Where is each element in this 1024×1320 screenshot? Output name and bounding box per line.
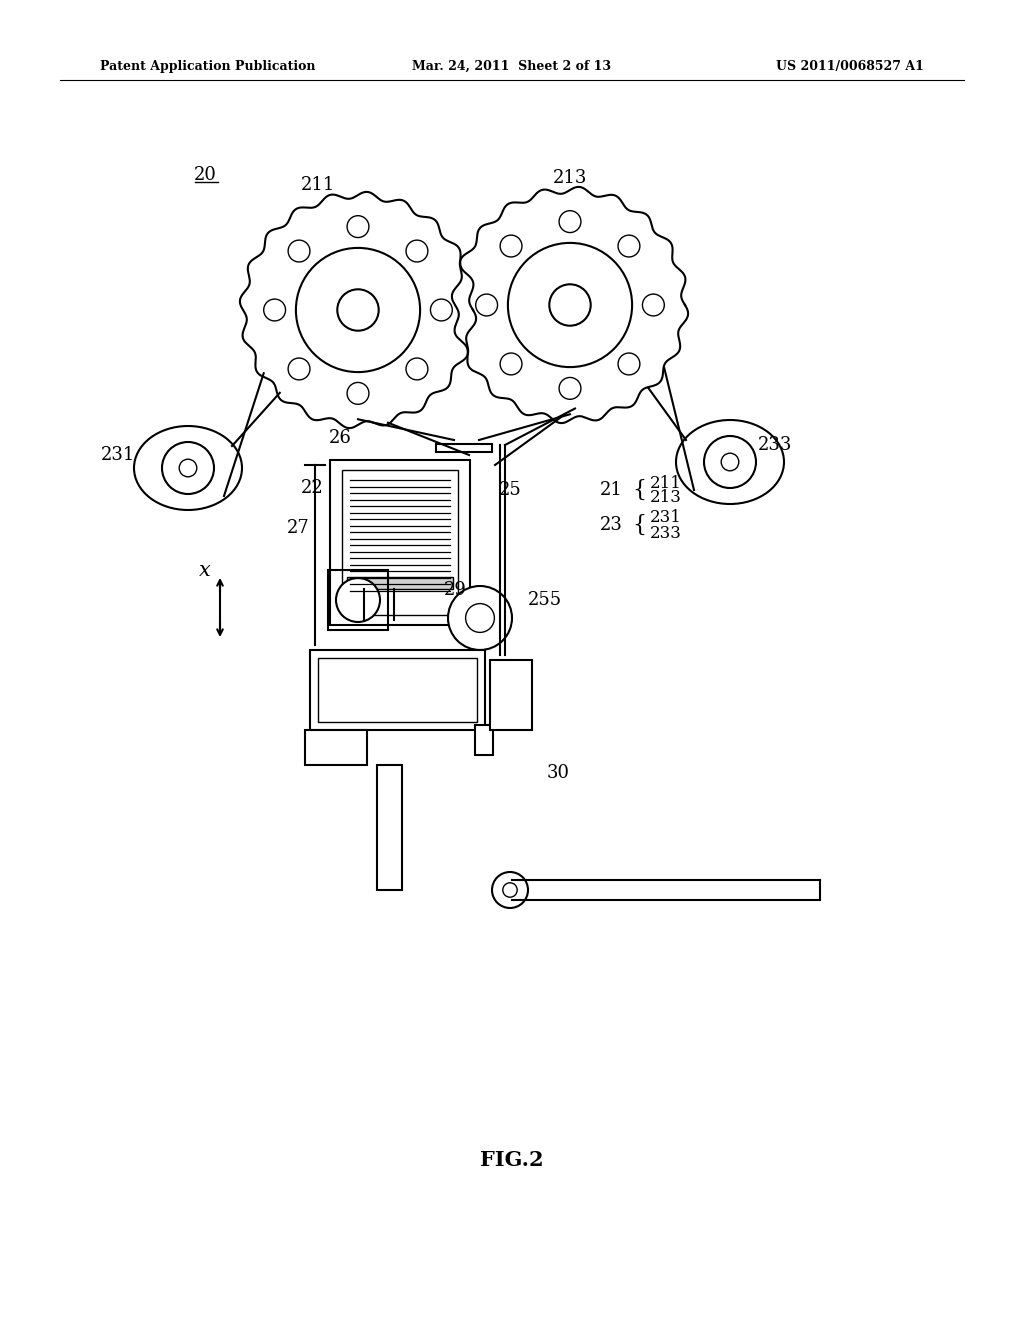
- Circle shape: [336, 578, 380, 622]
- Circle shape: [500, 235, 522, 257]
- Circle shape: [179, 459, 197, 477]
- Text: {: {: [632, 479, 646, 502]
- Text: 20: 20: [194, 166, 216, 183]
- Circle shape: [642, 294, 665, 315]
- Circle shape: [430, 300, 453, 321]
- Circle shape: [337, 289, 379, 331]
- Text: US 2011/0068527 A1: US 2011/0068527 A1: [776, 59, 924, 73]
- Text: 22: 22: [301, 479, 324, 498]
- Text: 23: 23: [600, 516, 623, 535]
- Bar: [475, 725, 493, 755]
- Circle shape: [705, 436, 756, 488]
- Text: 231: 231: [650, 510, 682, 527]
- Ellipse shape: [134, 426, 242, 510]
- Circle shape: [559, 211, 581, 232]
- Text: 231: 231: [100, 446, 135, 465]
- Ellipse shape: [676, 420, 784, 504]
- Circle shape: [492, 873, 528, 908]
- Circle shape: [721, 453, 738, 471]
- Bar: [330, 459, 470, 624]
- Circle shape: [162, 442, 214, 494]
- Text: 21: 21: [600, 480, 623, 499]
- Text: 255: 255: [528, 591, 562, 609]
- Text: FIG.2: FIG.2: [480, 1150, 544, 1170]
- Text: 26: 26: [329, 429, 351, 447]
- Circle shape: [264, 300, 286, 321]
- Bar: [310, 649, 485, 730]
- Text: 233: 233: [758, 436, 793, 454]
- Text: 27: 27: [287, 519, 309, 537]
- Circle shape: [618, 235, 640, 257]
- Circle shape: [559, 378, 581, 400]
- Bar: [342, 470, 458, 615]
- Circle shape: [347, 215, 369, 238]
- Bar: [328, 570, 388, 630]
- Circle shape: [549, 284, 591, 326]
- Circle shape: [618, 352, 640, 375]
- Circle shape: [508, 243, 632, 367]
- Bar: [490, 660, 532, 730]
- Text: 30: 30: [547, 764, 569, 781]
- Text: 29: 29: [443, 581, 467, 599]
- Text: x: x: [199, 561, 211, 579]
- Text: 211: 211: [301, 176, 335, 194]
- Circle shape: [296, 248, 420, 372]
- Circle shape: [407, 358, 428, 380]
- Text: 213: 213: [650, 490, 682, 507]
- Circle shape: [476, 294, 498, 315]
- Text: 211: 211: [650, 474, 682, 491]
- Circle shape: [449, 586, 512, 649]
- Text: 233: 233: [650, 524, 682, 541]
- Text: 25: 25: [499, 480, 521, 499]
- Bar: [436, 444, 492, 451]
- Circle shape: [503, 883, 517, 898]
- Circle shape: [288, 358, 310, 380]
- Bar: [318, 657, 477, 722]
- Circle shape: [407, 240, 428, 261]
- Bar: [347, 577, 453, 589]
- Bar: [305, 730, 367, 766]
- Text: {: {: [632, 513, 646, 536]
- Text: Patent Application Publication: Patent Application Publication: [100, 59, 315, 73]
- Text: 213: 213: [553, 169, 587, 187]
- Circle shape: [500, 352, 522, 375]
- Text: Mar. 24, 2011  Sheet 2 of 13: Mar. 24, 2011 Sheet 2 of 13: [413, 59, 611, 73]
- Circle shape: [466, 603, 495, 632]
- Bar: [377, 766, 402, 890]
- Circle shape: [347, 383, 369, 404]
- Circle shape: [288, 240, 310, 261]
